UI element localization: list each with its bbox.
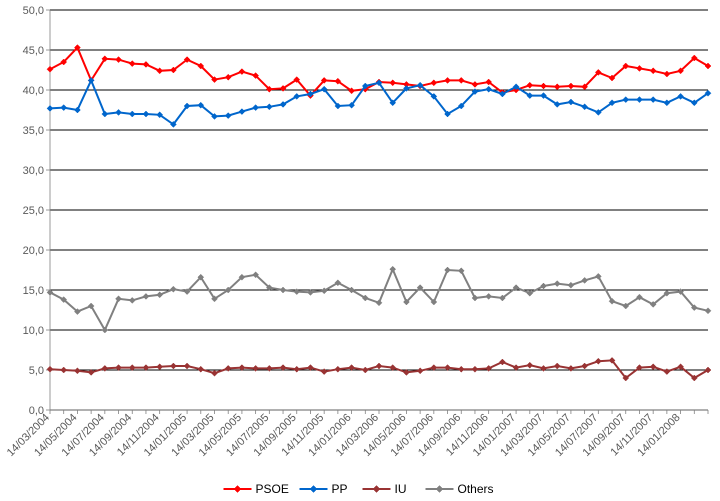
line-chart: 0,05,010,015,020,025,030,035,040,045,050… xyxy=(0,0,720,501)
legend-item-PSOE: PSOE xyxy=(224,482,289,496)
y-tick-label: 20,0 xyxy=(23,245,44,257)
y-tick-label: 5,0 xyxy=(29,365,44,377)
legend-item-PP: PP xyxy=(300,482,348,496)
legend-item-Others: Others xyxy=(426,482,494,496)
y-tick-label: 30,0 xyxy=(23,165,44,177)
legend-label: PSOE xyxy=(256,482,289,496)
y-tick-label: 45,0 xyxy=(23,45,44,57)
y-tick-label: 40,0 xyxy=(23,85,44,97)
legend-item-IU: IU xyxy=(363,482,407,496)
y-tick-label: 25,0 xyxy=(23,205,44,217)
legend-label: IU xyxy=(395,482,407,496)
y-tick-label: 50,0 xyxy=(23,5,44,17)
y-tick-label: 10,0 xyxy=(23,325,44,337)
legend-label: PP xyxy=(332,482,348,496)
y-tick-label: 35,0 xyxy=(23,125,44,137)
y-tick-label: 15,0 xyxy=(23,285,44,297)
legend-label: Others xyxy=(458,482,494,496)
chart-svg: 0,05,010,015,020,025,030,035,040,045,050… xyxy=(0,0,720,501)
